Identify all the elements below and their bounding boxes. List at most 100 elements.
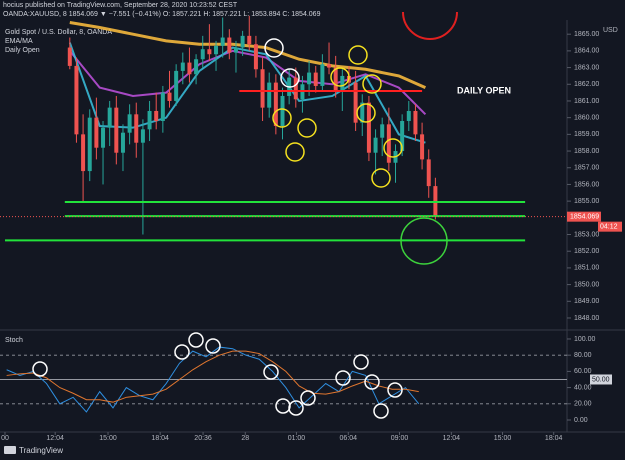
y-tick-label: 1848.00	[574, 315, 599, 322]
last-marker-label: 50.00	[592, 376, 610, 383]
y-tick-label: 1852.00	[574, 248, 599, 255]
candle-body	[74, 65, 79, 135]
candle-body	[320, 64, 325, 86]
x-tick-label: 18:04	[545, 435, 563, 442]
brand-logo	[4, 446, 16, 454]
y-tick-label: 1856.00	[574, 181, 599, 188]
annotation-circle	[300, 390, 316, 406]
candle-body	[426, 159, 431, 187]
candle-body	[87, 117, 92, 172]
y-tick-label: 1863.00	[574, 64, 599, 71]
legend-title: Gold Spot / U.S. Dollar, 8, OANDA	[5, 29, 112, 36]
annotation-circle	[400, 217, 448, 265]
last-price-box	[567, 211, 601, 222]
candle-body	[260, 69, 265, 108]
annotation-circle	[285, 142, 305, 162]
legend-indicator: EMA/MA	[5, 38, 33, 45]
candle-body	[174, 70, 179, 101]
candle-body	[233, 47, 238, 53]
candle-body	[340, 75, 345, 91]
candle-body	[147, 110, 152, 130]
annotation-circle	[264, 38, 284, 58]
candle-body	[413, 110, 418, 135]
last-price-label: 1854.069	[570, 214, 599, 221]
x-tick-label: 20:36	[194, 435, 212, 442]
y-tick-label: 1849.00	[574, 298, 599, 305]
annotation-circle	[330, 67, 350, 87]
annotation-circle	[353, 354, 369, 370]
candle-body	[280, 95, 285, 127]
candle-body	[101, 127, 106, 148]
candle-body	[366, 102, 371, 153]
x-tick-label: 09:00	[391, 435, 409, 442]
candle-body	[127, 114, 132, 133]
candle-body	[167, 92, 172, 101]
x-tick-label: 01:00	[288, 435, 306, 442]
candle-body	[307, 72, 312, 85]
annotation-circle	[174, 344, 190, 360]
candle-body	[120, 132, 125, 153]
x-tick-label: 00	[1, 435, 9, 442]
candle-body	[107, 107, 112, 128]
candle-body	[247, 35, 252, 45]
candle-body	[134, 114, 139, 143]
symbol-line: OANDA:XAUUSD, 8 1854.069 ▼ −7.551 (−0.41…	[3, 11, 321, 18]
annotation-circle	[297, 118, 317, 138]
candle-body	[420, 134, 425, 160]
candle-body	[81, 134, 86, 172]
candle-body	[207, 49, 212, 55]
y-tick-label: 1850.00	[574, 281, 599, 288]
annotation-circle	[205, 338, 221, 354]
y-tick-label: 80.00	[574, 352, 592, 359]
brand: TradingView	[4, 446, 63, 455]
y-tick-label: 1861.00	[574, 98, 599, 105]
candle-body	[140, 129, 145, 143]
candle-body	[220, 37, 225, 46]
annotation-circle	[356, 103, 376, 123]
candle-body	[94, 117, 99, 148]
stoch-line	[6, 346, 420, 413]
candle-body	[373, 137, 378, 153]
y-tick-label: 1851.00	[574, 265, 599, 272]
y-tick-label: 40.00	[574, 384, 592, 391]
candle-body	[333, 67, 338, 91]
annotation-circle	[288, 400, 304, 416]
axis-unit: USD	[603, 27, 618, 34]
countdown-label: 04:12	[600, 224, 618, 231]
candle-body	[187, 62, 192, 75]
x-tick-label: 18:04	[151, 435, 169, 442]
annotation-circle	[263, 364, 279, 380]
stoch-title: Stoch	[5, 337, 23, 344]
last-marker-box	[590, 374, 612, 385]
candle-body	[360, 102, 365, 123]
candle-body	[180, 62, 185, 71]
x-tick-label: 15:00	[99, 435, 117, 442]
y-tick-label: 1864.00	[574, 48, 599, 55]
y-tick-label: 1853.00	[574, 231, 599, 238]
countdown-box	[598, 221, 622, 232]
candle-body	[400, 120, 405, 152]
annotation-circle	[364, 374, 380, 390]
candle-body	[267, 82, 272, 108]
publisher: hocius published on TradingView.com, Sep…	[3, 2, 238, 9]
y-tick-label: 1857.00	[574, 165, 599, 172]
candle-body	[313, 72, 318, 86]
annotation-circle	[32, 361, 48, 377]
candle-body	[273, 82, 278, 127]
annotation-circle	[371, 168, 391, 188]
candle-body	[214, 45, 219, 55]
x-tick-label: 28	[241, 435, 249, 442]
annotation-circle	[373, 403, 389, 419]
y-tick-label: 1858.00	[574, 148, 599, 155]
candle-body	[200, 49, 205, 60]
y-tick-label: 1865.00	[574, 31, 599, 38]
y-tick-label: 20.00	[574, 401, 592, 408]
candle-body	[327, 64, 332, 68]
annotation-circle	[362, 74, 382, 94]
y-tick-label: 0.00	[574, 417, 588, 424]
candle-body	[154, 110, 159, 121]
y-tick-label: 100.00	[574, 336, 596, 343]
stoch-line	[6, 350, 419, 403]
